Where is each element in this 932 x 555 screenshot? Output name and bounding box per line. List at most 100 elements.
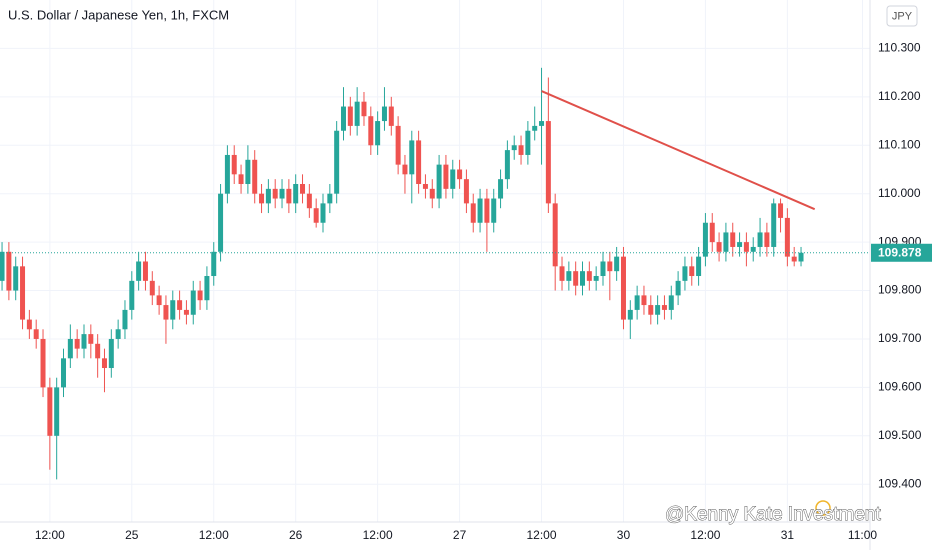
candle-body xyxy=(532,125,538,131)
candle-body xyxy=(661,305,667,310)
candle-body xyxy=(607,261,613,272)
candle-body xyxy=(142,261,148,281)
candle-body xyxy=(511,145,517,151)
candle-body xyxy=(545,121,551,204)
candle-body xyxy=(709,222,715,243)
candle-body xyxy=(54,387,60,436)
candle-body xyxy=(504,150,510,180)
candle-body xyxy=(450,169,456,189)
y-tick-label: 109.600 xyxy=(878,380,922,394)
candle-body xyxy=(163,305,169,320)
candle-body xyxy=(655,305,661,315)
candle-body xyxy=(723,232,729,252)
candle-body xyxy=(600,261,606,277)
candle-body xyxy=(463,179,469,204)
candle-body xyxy=(6,251,12,291)
candle-body xyxy=(702,222,708,257)
candle-body xyxy=(197,290,203,301)
candle-body xyxy=(388,106,394,126)
candle-body xyxy=(313,208,319,223)
candle-body xyxy=(300,184,306,194)
y-tick-label: 109.500 xyxy=(878,428,922,442)
chart-title: U.S. Dollar / Japanese Yen, 1h, FXCM xyxy=(8,7,229,22)
candle-body xyxy=(20,266,26,320)
candle-body xyxy=(580,271,586,286)
candle-body xyxy=(443,164,449,189)
y-tick-label: 109.400 xyxy=(878,476,922,490)
candle-body xyxy=(354,101,360,126)
candle-body xyxy=(279,188,285,199)
y-tick-label: 109.700 xyxy=(878,331,922,345)
candle-body xyxy=(737,242,743,247)
candle-body xyxy=(457,169,463,180)
candle-body xyxy=(498,179,504,199)
candle-body xyxy=(395,125,401,165)
candle-body xyxy=(204,276,210,301)
candle-body xyxy=(211,251,217,277)
x-tick-label: 12:00 xyxy=(527,528,557,542)
candle-body xyxy=(183,309,189,315)
candle-body xyxy=(218,193,224,252)
watermark-icon xyxy=(815,500,831,516)
x-tick-label: 25 xyxy=(125,528,139,542)
candle-body xyxy=(429,188,435,199)
x-tick-label: 11:00 xyxy=(848,528,877,542)
candle-body xyxy=(0,251,5,281)
candle-body xyxy=(614,256,620,272)
candle-body xyxy=(88,334,94,344)
candle-body xyxy=(743,242,749,252)
candle-body xyxy=(238,174,244,185)
candle-body xyxy=(778,203,784,218)
candle-body xyxy=(436,164,442,199)
candle-body xyxy=(422,184,428,189)
candle-body xyxy=(798,252,804,262)
candle-body xyxy=(265,188,271,204)
candle-body xyxy=(67,338,73,359)
candle-body xyxy=(136,261,142,281)
candle-body xyxy=(682,266,688,281)
candle-body xyxy=(552,203,558,267)
x-tick-label: 12:00 xyxy=(690,528,720,542)
candle-body xyxy=(648,305,654,315)
candle-body xyxy=(764,232,770,247)
plot xyxy=(0,67,870,480)
candle-body xyxy=(641,295,647,306)
candle-body xyxy=(122,309,128,330)
y-tick-label: 110.200 xyxy=(878,89,921,103)
candle-body xyxy=(306,193,312,209)
candle-body xyxy=(559,266,565,281)
candle-body xyxy=(730,232,736,247)
candle-body xyxy=(368,116,374,146)
candle-body xyxy=(245,159,251,185)
candle-body xyxy=(101,358,107,369)
candle-body xyxy=(231,154,237,175)
candle-body xyxy=(620,256,626,320)
candle-body xyxy=(115,329,121,339)
candle-body xyxy=(757,232,763,247)
candle-body xyxy=(272,188,278,199)
candle-body xyxy=(286,188,292,204)
currency-box[interactable] xyxy=(886,5,918,27)
currency-label[interactable]: JPY xyxy=(892,10,913,22)
candle-body xyxy=(81,334,87,349)
candle-body xyxy=(525,130,531,155)
candle-body xyxy=(470,203,476,223)
last-price-box xyxy=(871,243,932,262)
y-tick-label: 110.300 xyxy=(878,41,921,55)
candle-body xyxy=(293,184,299,204)
candle-body xyxy=(416,140,422,185)
y-tick-label: 110.000 xyxy=(878,186,921,200)
candle-body xyxy=(95,343,101,359)
x-tick-label: 12:00 xyxy=(35,528,65,542)
candle-body xyxy=(634,295,640,310)
candle-body xyxy=(129,280,135,310)
candle-body xyxy=(791,256,797,262)
watermark: @Kenny Kate Investment xyxy=(665,504,881,525)
candle-body xyxy=(347,106,353,126)
x-tick-label: 12:00 xyxy=(363,528,393,542)
candle-body xyxy=(675,280,681,296)
candle-body xyxy=(327,193,333,204)
candle-body xyxy=(190,290,196,315)
candle-body xyxy=(156,295,162,306)
